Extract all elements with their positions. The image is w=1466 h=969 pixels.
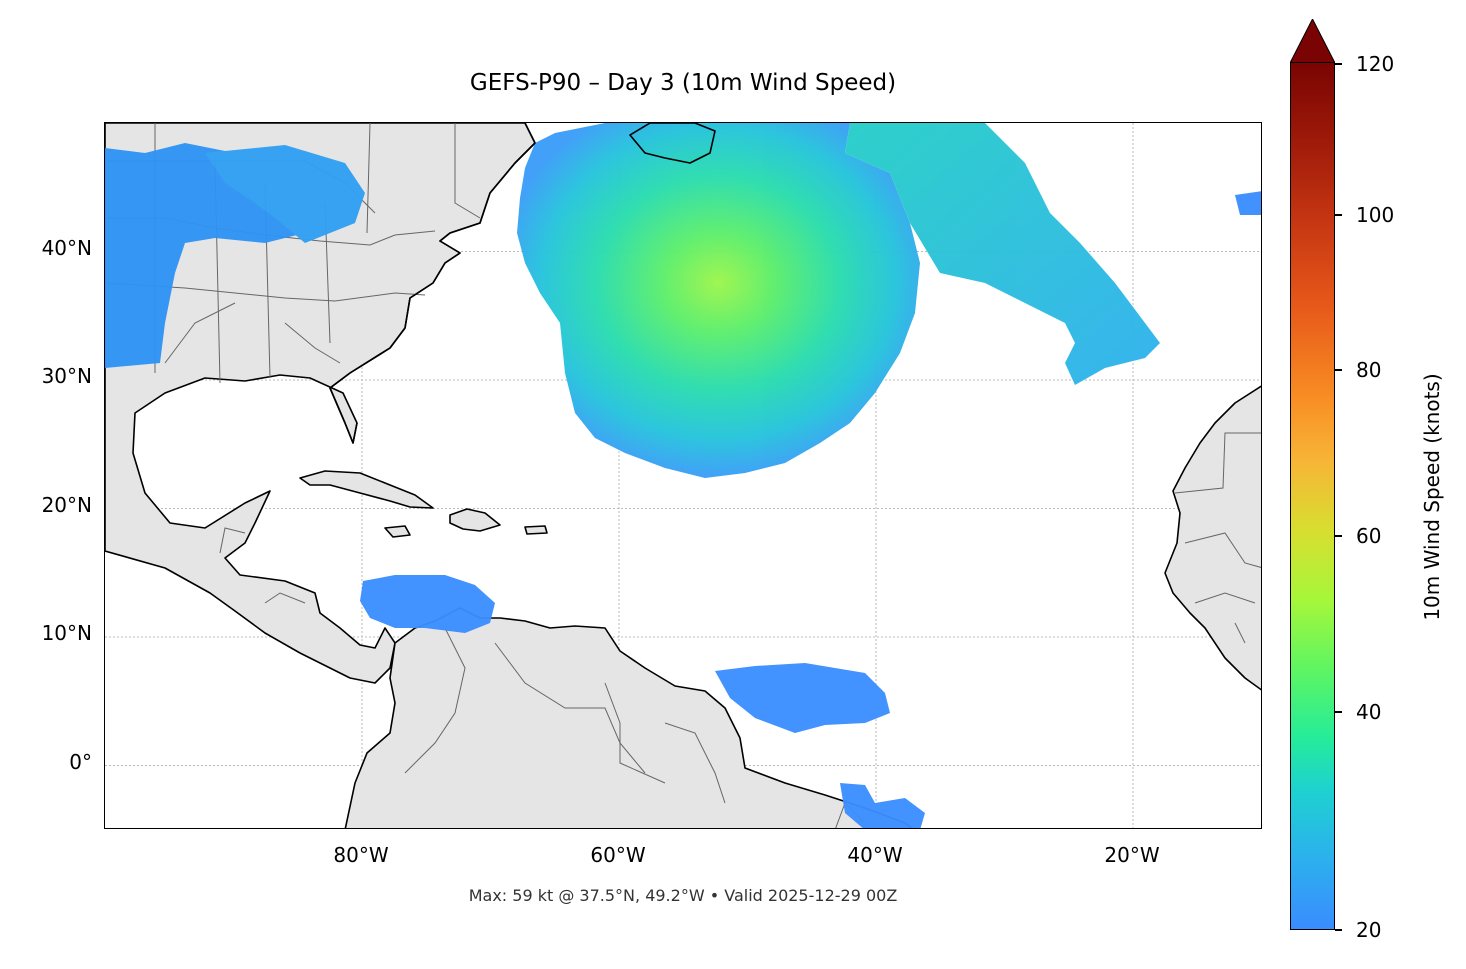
max-wind-footer: Max: 59 kt @ 37.5°N, 49.2°W • Valid 2025… [468, 886, 898, 905]
lat-tick-40n: 40°N [41, 236, 92, 260]
lat-tick-0: 0° [69, 750, 92, 774]
eastern-atlantic-wind-patch [1235, 191, 1261, 215]
lon-tick-20w: 20°W [1104, 843, 1160, 867]
caribbean-wind-patch [360, 575, 495, 633]
northeast-wind-band [845, 123, 1160, 385]
colorbar-tick-100: 100 [1356, 203, 1395, 227]
puerto-rico-landmass [524, 525, 548, 535]
map-title: GEFS-P90 – Day 3 (10m Wind Speed) [469, 70, 897, 96]
equatorial-wind-patch [715, 663, 890, 733]
map-panel [104, 122, 1262, 829]
storm-wind-region [517, 123, 920, 478]
lat-tick-10n: 10°N [41, 621, 92, 645]
colorbar-tick-mark [1335, 369, 1342, 371]
colorbar-tick-80: 80 [1356, 358, 1382, 382]
colorbar-title: 10m Wind Speed (knots) [1420, 373, 1444, 621]
lon-tick-60w: 60°W [590, 843, 646, 867]
wind-speed-field [105, 123, 1261, 828]
lon-tick-40w: 40°W [847, 843, 903, 867]
colorbar-tick-mark [1335, 214, 1342, 216]
colorbar-tick-40: 40 [1356, 700, 1382, 724]
colorbar-tick-60: 60 [1356, 524, 1382, 548]
south-america-landmass [344, 607, 914, 828]
colorbar-tick-120: 120 [1356, 52, 1395, 76]
colorbar-tick-mark [1335, 711, 1342, 713]
lat-tick-20n: 20°N [41, 493, 92, 517]
colorbar [1290, 62, 1335, 930]
map-canvas [105, 123, 1261, 828]
colorbar-tick-mark [1335, 535, 1342, 537]
colorbar-tick-mark [1335, 929, 1342, 931]
cuba-landmass [299, 470, 434, 509]
jamaica-landmass [384, 525, 411, 538]
hispaniola-landmass [449, 508, 501, 532]
colorbar-tick-mark [1335, 63, 1342, 65]
brazil-coast-wind-patch [840, 783, 925, 828]
coastlines [329, 123, 716, 444]
colorbar-tick-20: 20 [1356, 918, 1382, 942]
colorbar-extend-arrow [1290, 19, 1335, 63]
land [105, 123, 1261, 828]
lat-tick-30n: 30°N [41, 364, 92, 388]
lon-tick-80w: 80°W [333, 843, 389, 867]
northern-wind-patch [205, 145, 365, 243]
africa-landmass [1164, 385, 1261, 691]
